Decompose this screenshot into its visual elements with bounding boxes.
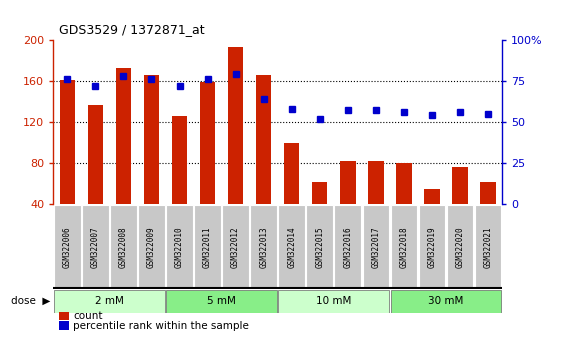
Text: GSM322011: GSM322011 (203, 226, 212, 268)
Bar (396, 163, 412, 204)
Bar (194, 205, 221, 289)
Text: GSM322017: GSM322017 (371, 226, 380, 268)
Bar (59, 321, 69, 330)
Bar (88, 105, 103, 204)
Bar (368, 161, 384, 204)
Bar (306, 205, 333, 289)
Bar (166, 205, 193, 289)
Text: 5 mM: 5 mM (207, 296, 236, 306)
Text: 2 mM: 2 mM (95, 296, 124, 306)
Text: percentile rank within the sample: percentile rank within the sample (73, 321, 249, 331)
Bar (312, 182, 328, 204)
Bar (362, 205, 389, 289)
Bar (475, 205, 502, 289)
Text: GSM322014: GSM322014 (287, 226, 296, 268)
Bar (390, 205, 417, 289)
Bar (452, 167, 468, 204)
Bar (138, 205, 165, 289)
Bar (250, 205, 277, 289)
Bar (278, 205, 305, 289)
Bar (256, 75, 272, 204)
Text: GSM322013: GSM322013 (259, 226, 268, 268)
Text: count: count (73, 311, 103, 321)
Bar (54, 205, 81, 289)
Text: GSM322019: GSM322019 (427, 226, 436, 268)
Text: GSM322009: GSM322009 (147, 226, 156, 268)
Bar (278, 290, 389, 313)
Bar (447, 205, 473, 289)
Bar (228, 47, 243, 204)
Text: GSM322007: GSM322007 (91, 226, 100, 268)
Bar (54, 290, 165, 313)
Text: GSM322021: GSM322021 (484, 226, 493, 268)
Bar (59, 80, 75, 204)
Bar (82, 205, 109, 289)
Text: GSM322018: GSM322018 (399, 226, 408, 268)
Text: GSM322010: GSM322010 (175, 226, 184, 268)
Bar (166, 290, 277, 313)
Text: GSM322008: GSM322008 (119, 226, 128, 268)
Bar (59, 312, 69, 320)
Bar (200, 82, 215, 204)
Text: GDS3529 / 1372871_at: GDS3529 / 1372871_at (59, 23, 205, 36)
Bar (419, 205, 445, 289)
Text: dose  ▶: dose ▶ (11, 296, 50, 306)
Text: GSM322015: GSM322015 (315, 226, 324, 268)
Bar (222, 205, 249, 289)
Text: GSM322016: GSM322016 (343, 226, 352, 268)
Bar (334, 205, 361, 289)
Text: GSM322006: GSM322006 (63, 226, 72, 268)
Bar (284, 143, 300, 204)
Bar (390, 290, 502, 313)
Bar (424, 189, 440, 204)
Bar (110, 205, 137, 289)
Text: GSM322012: GSM322012 (231, 226, 240, 268)
Bar (116, 68, 131, 204)
Bar (144, 75, 159, 204)
Bar (340, 161, 356, 204)
Bar (172, 116, 187, 204)
Text: 30 mM: 30 mM (428, 296, 464, 306)
Text: GSM322020: GSM322020 (456, 226, 465, 268)
Bar (480, 182, 496, 204)
Text: 10 mM: 10 mM (316, 296, 352, 306)
